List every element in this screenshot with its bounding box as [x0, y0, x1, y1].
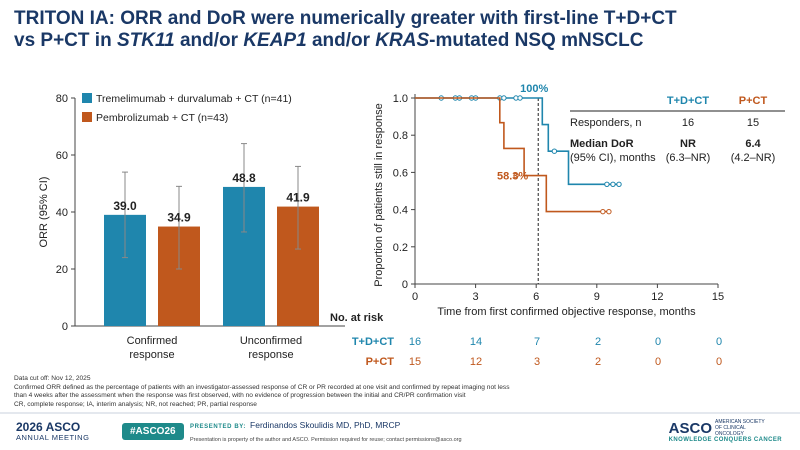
y-axis-label: ORR (95% CI) [38, 177, 50, 248]
data-label: 39.0 [113, 199, 137, 213]
presenter-line: PRESENTED BY: Ferdinandos Skoulidis MD, P… [190, 420, 401, 430]
summary-row-label: Responders, n [570, 117, 642, 129]
y-tick-label: 60 [56, 150, 68, 162]
footnote-line: Confirmed ORR defined as the percentage … [14, 383, 510, 391]
risk-value: 0 [715, 356, 723, 368]
summary-value: 16 [682, 117, 694, 129]
risk-value: 2 [594, 336, 602, 348]
censor-mark [501, 95, 507, 101]
summary-row-sublabel: (95% CI), months [570, 152, 656, 164]
km-y-tick-label: 1.0 [393, 93, 408, 105]
y-tick-label: 0 [62, 321, 68, 333]
data-label: 48.8 [232, 171, 256, 185]
km-x-tick-label: 12 [651, 291, 663, 303]
presenter-name: Ferdinandos Skoulidis MD, PhD, MRCP [250, 420, 401, 430]
km-x-tick-label: 3 [473, 291, 479, 303]
permission-note: Presentation is property of the author a… [190, 437, 462, 443]
number-at-risk-table: No. at risk T+D+CT 16 14 7 2 0 0 P+CT 15 12 3 2 0 0 [330, 312, 800, 374]
footnote-line: than 4 weeks after the assessment when t… [14, 392, 466, 400]
km-y-tick-label: 0 [402, 279, 408, 291]
km-y-tick-label: 0.4 [393, 205, 408, 217]
risk-value: 14 [469, 336, 483, 348]
km-y-tick-label: 0.2 [393, 242, 408, 254]
footnote-line: Data cut off: Nov 12, 2025 [14, 375, 91, 382]
y-tick-label: 20 [56, 264, 68, 276]
censor-mark [551, 148, 558, 154]
title-line-2: vs P+CT in STK11 and/or KEAP1 and/or KRA… [14, 30, 644, 51]
risk-value: 0 [654, 356, 662, 368]
summary-header: T+D+CT [667, 95, 709, 107]
annotation-58: 58.3% [497, 171, 528, 183]
km-y-axis-label: Proportion of patients still in response [373, 103, 385, 286]
risk-table-title: No. at risk [330, 312, 384, 324]
censor-mark [604, 181, 610, 188]
risk-value: 2 [594, 356, 602, 368]
censor-mark [600, 208, 606, 215]
risk-value: 7 [533, 336, 541, 348]
title-line-1: TRITON IA: ORR and DoR were numerically … [14, 8, 677, 29]
censor-mark [616, 181, 622, 188]
km-y-tick-label: 0.8 [393, 130, 408, 142]
category-label: response [129, 349, 174, 361]
risk-value: 12 [469, 356, 483, 368]
footnote-line: CR, complete response; IA, interim analy… [14, 400, 257, 408]
summary-value: NR [680, 138, 696, 150]
censor-mark [517, 95, 523, 101]
slide-title: TRITON IA: ORR and DoR were numerically … [14, 8, 794, 52]
summary-row-label: Median DoR [570, 138, 634, 150]
category-label: Confirmed [127, 335, 178, 347]
risk-row-label: P+CT [365, 356, 394, 368]
summary-ci: (4.2–NR) [731, 152, 776, 164]
slide-footer: 2026 ASCO ANNUAL MEETING #ASCO26 PRESENT… [0, 412, 800, 450]
summary-value: 15 [747, 117, 759, 129]
category-label: response [248, 349, 293, 361]
km-x-tick-label: 9 [594, 291, 600, 303]
y-tick-label: 40 [56, 207, 68, 219]
km-x-tick-label: 6 [533, 291, 539, 303]
risk-value: 15 [408, 356, 422, 368]
km-y-tick-label: 0.6 [393, 167, 408, 179]
censor-mark [606, 208, 612, 215]
legend-swatch [82, 93, 92, 103]
legend-entry: Pembrolizumab + CT (n=43) [96, 112, 228, 124]
y-tick-label: 80 [56, 93, 68, 105]
risk-value: 0 [654, 336, 662, 348]
data-label: 41.9 [286, 191, 310, 205]
km-x-tick-label: 0 [412, 291, 418, 303]
legend-swatch [82, 112, 92, 122]
summary-ci: (6.3–NR) [666, 152, 711, 164]
legend-entry: Tremelimumab + durvalumab + CT (n=41) [96, 93, 292, 105]
censor-mark [610, 181, 616, 188]
risk-value: 3 [533, 356, 541, 368]
summary-header: P+CT [739, 95, 768, 107]
km-x-tick-label: 15 [712, 291, 724, 303]
asco-annual-meeting-logo: 2026 ASCO ANNUAL MEETING [16, 420, 90, 442]
asco-org-logo: ASCO AMERICAN SOCIETY OF CLINICAL ONCOLOG… [668, 419, 782, 444]
category-label: Unconfirmed [240, 335, 302, 347]
risk-row-label: T+D+CT [351, 336, 394, 348]
summary-value: 6.4 [745, 138, 761, 150]
footnotes: Data cut off: Nov 12, 2025 Confirmed ORR… [14, 375, 614, 409]
km-series-line [415, 97, 609, 213]
km-x-axis-label: Time from first confirmed objective resp… [437, 306, 696, 318]
censor-mark [513, 172, 519, 179]
annotation-100: 100% [520, 83, 548, 95]
risk-value: 0 [715, 336, 723, 348]
km-series-line [415, 97, 619, 186]
hashtag-badge: #ASCO26 [122, 423, 184, 440]
orr-bar-chart: 0 20 40 60 80 ORR (95% CI) 39.0 34.9 Confirmed re… [38, 93, 345, 361]
risk-value: 16 [408, 336, 422, 348]
data-label: 34.9 [167, 211, 191, 225]
dor-km-chart: 0 0.2 0.4 0.6 0.8 1.0 0 3 6 9 12 15 Time from first … [373, 83, 785, 318]
